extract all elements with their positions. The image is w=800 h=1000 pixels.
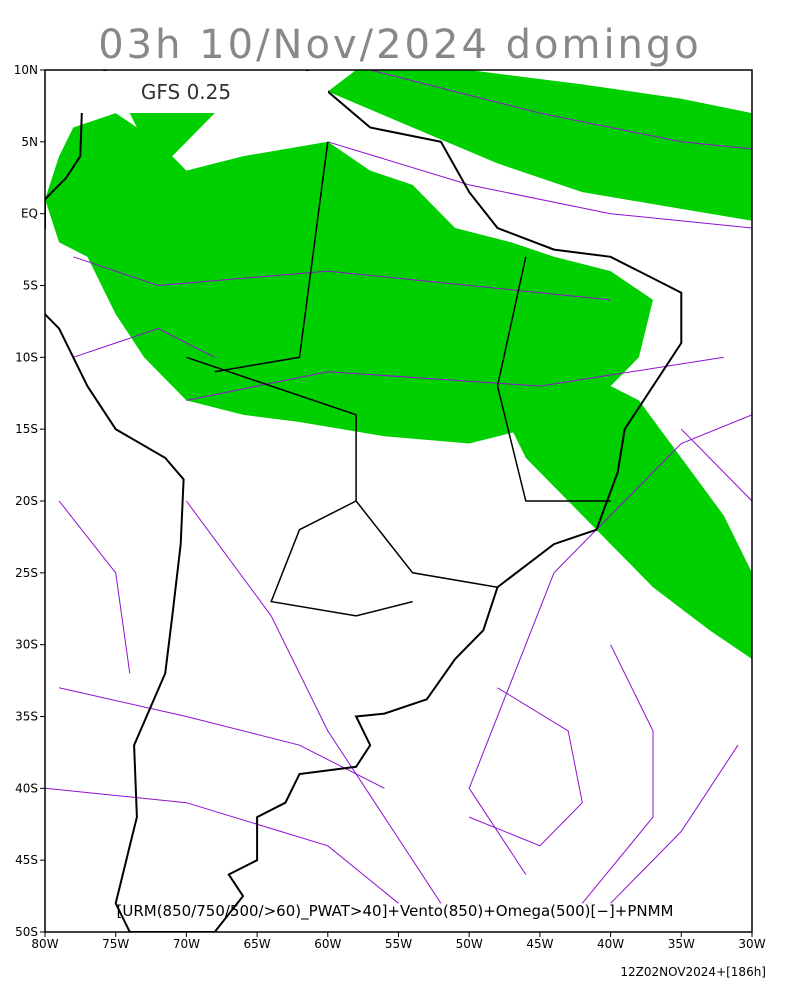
streamline xyxy=(610,744,739,904)
lon-label: 45W xyxy=(526,937,553,951)
lat-label: 10N xyxy=(14,63,38,77)
border xyxy=(496,256,611,502)
streamline xyxy=(45,787,399,904)
humidity-area xyxy=(497,371,752,659)
lat-label: 30S xyxy=(15,638,38,652)
border xyxy=(214,141,329,373)
lat-label: 5S xyxy=(23,279,38,293)
streamline xyxy=(680,428,752,502)
lat-label: EQ xyxy=(21,207,38,221)
lat-label: 5N xyxy=(21,135,38,149)
lon-label: 60W xyxy=(314,937,341,951)
lon-label: 35W xyxy=(668,937,695,951)
lat-label: 10S xyxy=(15,350,38,364)
model-box xyxy=(46,71,328,113)
humidity-area xyxy=(327,70,752,221)
streamline xyxy=(185,500,442,904)
lon-label: 40W xyxy=(597,937,624,951)
coastline xyxy=(45,70,683,932)
streamline xyxy=(469,687,583,847)
lon-label: 55W xyxy=(385,937,412,951)
lat-label: 50S xyxy=(15,925,38,939)
streamline xyxy=(468,414,752,875)
lon-label: 65W xyxy=(244,937,271,951)
streamline xyxy=(186,356,724,401)
title: 03h 10/Nov/2024 domingo xyxy=(98,22,702,68)
lat-label: 25S xyxy=(15,566,38,580)
map-area xyxy=(45,70,752,932)
lat-label: 20S xyxy=(15,494,38,508)
lat-label: 45S xyxy=(15,853,38,867)
lon-label: 80W xyxy=(31,937,58,951)
lon-label: 75W xyxy=(102,937,129,951)
lat-label: 40S xyxy=(15,781,38,795)
lon-label: 30W xyxy=(738,937,765,951)
lon-label: 50W xyxy=(456,937,483,951)
model-label: GFS 0.25 xyxy=(141,80,231,104)
lat-label: 15S xyxy=(15,422,38,436)
lon-label: 70W xyxy=(173,937,200,951)
streamline xyxy=(370,70,752,150)
streamline xyxy=(73,256,611,301)
footer: 12Z02NOV2024+[186h] xyxy=(620,965,766,979)
streamline xyxy=(58,687,385,789)
streamline xyxy=(327,141,752,229)
lat-label: 35S xyxy=(15,710,38,724)
border xyxy=(270,500,413,617)
streamline xyxy=(58,500,131,674)
caption: [URM(850/750/500/>60)_PWAT>40]+Vento(850… xyxy=(117,902,674,921)
streamline xyxy=(73,328,215,358)
streamline xyxy=(581,644,654,904)
